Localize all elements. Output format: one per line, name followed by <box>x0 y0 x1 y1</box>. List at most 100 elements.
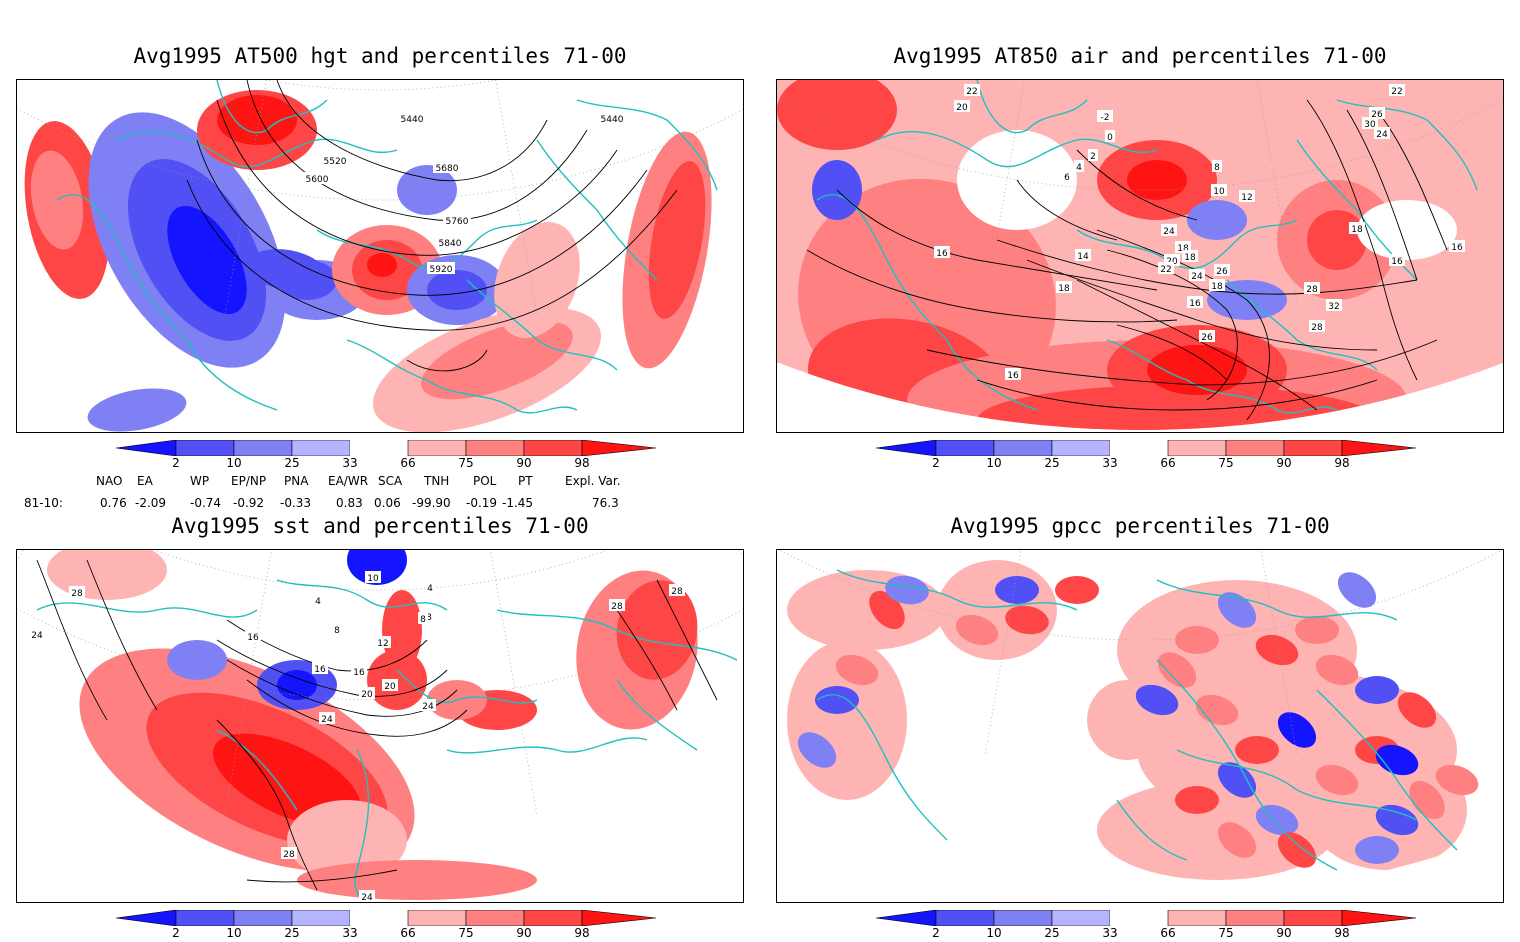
precip-anomaly <box>1217 762 1257 798</box>
colorbar-swatches <box>875 439 1417 457</box>
temperature-contour <box>806 249 1178 323</box>
contour-label: 30 <box>1362 117 1378 130</box>
svg-text:10: 10 <box>1213 187 1225 197</box>
sst-contour <box>246 679 468 737</box>
svg-text:18: 18 <box>1184 253 1196 263</box>
temperature-contour <box>1376 109 1448 251</box>
map-panel-air: 2220-20246810121416161616161818181820222… <box>776 79 1504 433</box>
colorbar-sst: 2 10 25 33 66 75 90 98 <box>115 909 657 942</box>
index-header: EP/NP <box>231 474 267 488</box>
precip-anomaly <box>1397 692 1437 728</box>
contour-label: 4 <box>313 594 323 607</box>
latitude-gridline <box>17 80 743 91</box>
temperature-contour <box>926 339 1438 386</box>
coastline <box>1226 279 1378 371</box>
contour-label: 4 <box>425 581 435 594</box>
precip-anomaly <box>1217 592 1257 628</box>
svg-text:28: 28 <box>1306 285 1318 295</box>
svg-text:18: 18 <box>1058 284 1070 294</box>
panel-title-gpcc: Avg1995 gpcc percentiles 71-00 <box>950 514 1330 538</box>
precip-anomaly <box>1355 676 1399 704</box>
colorbar-swatch <box>407 909 467 927</box>
contour-label: 5840 <box>436 236 464 249</box>
contour-label: 24 <box>420 699 436 712</box>
colorbar-tick-label: 2 <box>932 926 940 940</box>
contour-label: 24 <box>29 628 45 641</box>
colorbar-swatches <box>875 909 1417 927</box>
precip-anomaly <box>1375 744 1419 776</box>
colorbar-swatch <box>993 439 1053 457</box>
colorbar-tick-label: 25 <box>1044 456 1060 470</box>
contour-label: 28 <box>609 599 625 612</box>
colorbar-tick-label: 98 <box>574 926 590 940</box>
colorbar-swatch <box>935 439 995 457</box>
svg-text:5600: 5600 <box>306 175 329 185</box>
svg-text:24: 24 <box>361 893 373 903</box>
contour-label: 8 <box>332 623 342 636</box>
land-shading <box>787 570 947 650</box>
colorbar-tick-label: 75 <box>458 926 474 940</box>
colorbar-swatch <box>1225 909 1285 927</box>
index-header-row: NAO EA WP EP/NP PNA EA/WR SCA TNH POL PT Expl. Var… <box>20 474 720 490</box>
colorbar-swatch <box>581 909 657 927</box>
index-header: Expl. Var. <box>565 474 621 488</box>
svg-text:32: 32 <box>1328 302 1339 312</box>
anomaly-shading <box>494 221 580 339</box>
colorbar-tick-label: 33 <box>342 926 358 940</box>
anomaly-shading <box>367 253 397 277</box>
precip-anomaly <box>1277 712 1317 748</box>
air-percentile-map: 2220-20246810121416161616161818181820222… <box>777 80 1503 430</box>
colorbar-tick-label: 90 <box>516 456 532 470</box>
colorbar-ticks: 2 10 25 33 66 75 90 98 <box>876 456 1416 472</box>
precip-anomaly <box>1055 576 1099 604</box>
index-row-label: 81-10: <box>24 496 63 510</box>
colorbar-swatch <box>465 909 525 927</box>
svg-text:24: 24 <box>1163 227 1175 237</box>
index-value: 0.06 <box>374 496 401 510</box>
svg-text:2: 2 <box>1090 152 1096 162</box>
teleconnection-index-table: NAO EA WP EP/NP PNA EA/WR SCA TNH POL PT Expl. Var… <box>20 474 720 514</box>
index-value: -99.90 <box>412 496 451 510</box>
svg-text:10: 10 <box>367 574 379 584</box>
colorbar-swatch <box>175 909 235 927</box>
height-contour <box>196 139 648 296</box>
contour-label: 0 <box>1105 130 1115 143</box>
index-header: PNA <box>284 474 309 488</box>
colorbar-swatch <box>1283 439 1343 457</box>
precip-anomaly <box>1255 634 1299 666</box>
svg-text:22: 22 <box>1160 265 1171 275</box>
contour-label: 16 <box>1449 240 1465 253</box>
map-panel-gpcc <box>776 549 1504 903</box>
contour-label: 16 <box>245 630 261 643</box>
colorbar-tick-label: 66 <box>1160 456 1176 470</box>
sst-contour <box>616 609 678 711</box>
svg-text:8: 8 <box>334 626 340 636</box>
contour-label: 8 <box>424 610 434 623</box>
coastline <box>536 139 658 281</box>
coastline <box>56 194 278 411</box>
svg-text:12: 12 <box>377 639 388 649</box>
colorbar-tick-label: 98 <box>1334 926 1350 940</box>
precip-anomaly <box>885 575 929 605</box>
contour-label: 16 <box>934 246 950 259</box>
svg-text:-2: -2 <box>1101 113 1110 123</box>
coastline <box>876 131 1158 168</box>
colorbar-tick-label: 90 <box>1276 926 1292 940</box>
contour-label: 28 <box>1309 320 1325 333</box>
contour-label: 16 <box>1187 296 1203 309</box>
svg-text:8: 8 <box>426 613 432 623</box>
svg-text:5920: 5920 <box>430 265 453 275</box>
contour-label: 28 <box>669 584 685 597</box>
svg-text:28: 28 <box>671 587 683 597</box>
temperature-contour <box>836 189 1158 291</box>
svg-text:16: 16 <box>936 249 948 259</box>
colorbar-gpcc: 2 10 25 33 66 75 90 98 <box>875 909 1417 942</box>
contour-label: 10 <box>365 571 381 584</box>
svg-text:16: 16 <box>314 665 326 675</box>
anomaly-shading <box>167 205 247 315</box>
colorbar-ticks: 2 10 25 33 66 75 90 98 <box>116 456 656 472</box>
contour-label: 22 <box>1389 84 1405 97</box>
contour-label: 20 <box>382 679 398 692</box>
coastline <box>276 579 448 611</box>
coastline <box>1176 749 1418 821</box>
